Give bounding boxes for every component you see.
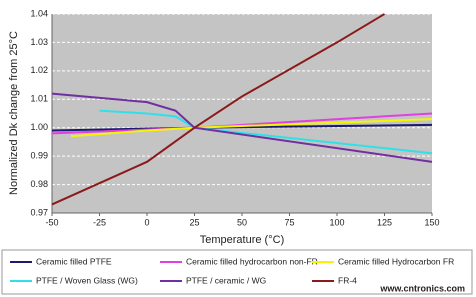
x-tick-label: 0 [144,217,149,227]
x-tick-label: 100 [329,217,344,227]
y-tick-label: 1.03 [30,37,48,47]
legend-label: Ceramic filled PTFE [36,256,112,266]
series-line [70,118,433,138]
y-tick-label: 1.01 [30,94,48,104]
series-line [51,92,433,163]
legend-label: FR-4 [338,275,357,285]
x-tick-label: 75 [284,217,294,227]
legend-box [1,249,473,295]
watermark: www.cntronics.com [379,283,465,293]
y-tick-label: 1.04 [30,8,48,18]
x-tick-label: 25 [189,217,199,227]
legend-label: Ceramic filled hydrocarbon non-FR [186,256,318,266]
x-tick-label: -25 [93,217,106,227]
x-tick-label: 50 [237,217,247,227]
plot-area [52,14,432,213]
legend-label: PTFE / ceramic / WG [186,275,266,285]
x-tick-label: 150 [424,217,439,227]
legend-label: PTFE / Woven Glass (WG) [36,275,138,285]
y-tick-label: 0.98 [30,179,48,189]
x-tick-label: -50 [45,217,58,227]
y-tick-label: 0.97 [30,207,48,217]
y-tick-label: 1.02 [30,65,48,75]
y-tick-label: 0.99 [30,151,48,161]
series-line [99,109,433,155]
y-axis-label: Normalized Dk change from 25°C [8,31,20,195]
x-axis-label: Temperature (°C) [200,234,284,246]
x-tick-label: 125 [377,217,392,227]
series-line [51,13,386,206]
legend-label: Ceramic filled Hydrocarbon FR [338,256,454,266]
y-tick-label: 1.00 [30,122,48,132]
